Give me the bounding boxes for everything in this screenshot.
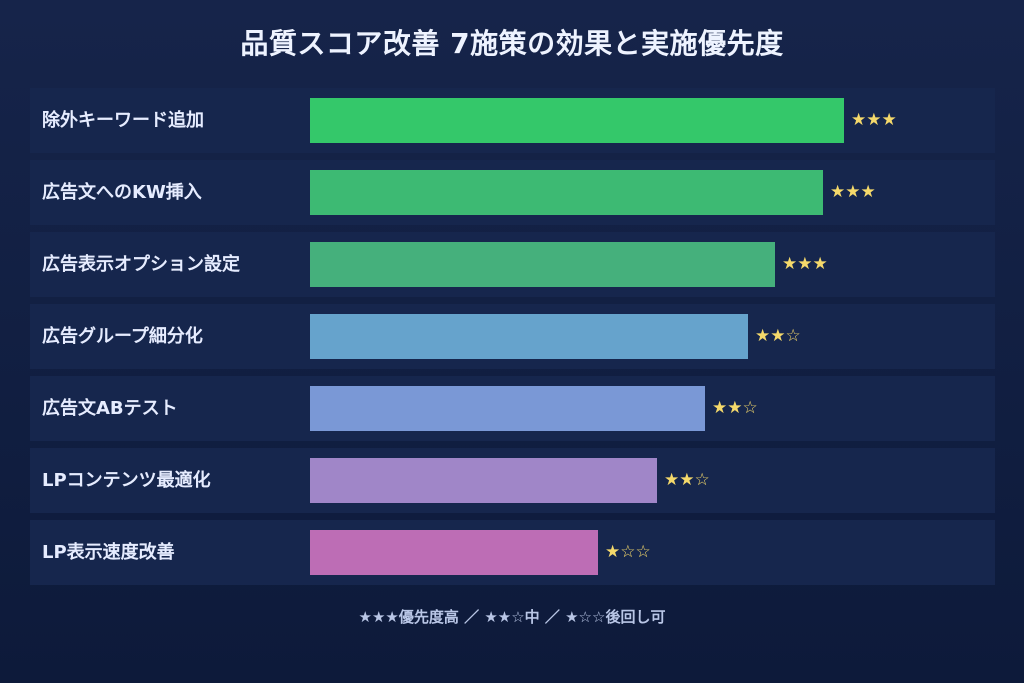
priority-stars: ★★★ <box>851 110 897 130</box>
priority-stars: ★★★ <box>830 182 876 202</box>
category-label: 広告グループ細分化 <box>42 326 203 347</box>
category-label: 広告文ABテスト <box>42 398 178 419</box>
priority-stars: ★★☆ <box>664 470 710 490</box>
bar <box>310 458 657 503</box>
chart-row: 除外キーワード追加 ★★★ <box>30 88 995 153</box>
bar <box>310 170 823 215</box>
bar <box>310 530 598 575</box>
bar <box>310 98 844 143</box>
chart-row: 広告表示オプション設定 ★★★ <box>30 232 995 297</box>
category-label: LPコンテンツ最適化 <box>42 470 211 491</box>
bar <box>310 242 775 287</box>
priority-stars: ★★☆ <box>712 398 758 418</box>
category-label: 広告表示オプション設定 <box>42 254 240 275</box>
category-label: LP表示速度改善 <box>42 542 175 563</box>
chart-row: LPコンテンツ最適化 ★★☆ <box>30 448 995 513</box>
priority-stars: ★★★ <box>782 254 828 274</box>
priority-stars: ★★☆ <box>755 326 801 346</box>
chart-row: 広告グループ細分化 ★★☆ <box>30 304 995 369</box>
bar <box>310 386 705 431</box>
chart-title: 品質スコア改善 7施策の効果と実施優先度 <box>240 27 784 60</box>
chart-row: 広告文ABテスト ★★☆ <box>30 376 995 441</box>
priority-legend: ★★★優先度高 ／ ★★☆中 ／ ★☆☆後回し可 <box>358 608 666 626</box>
bar-chart: 除外キーワード追加 ★★★ 広告文へのKW挿入 ★★★ 広告表示オプション設定 ★★★ 広告… <box>30 88 995 588</box>
category-label: 広告文へのKW挿入 <box>42 182 202 203</box>
chart-row: 広告文へのKW挿入 ★★★ <box>30 160 995 225</box>
priority-stars: ★☆☆ <box>605 542 651 562</box>
category-label: 除外キーワード追加 <box>42 110 204 131</box>
bar <box>310 314 748 359</box>
chart-row: LP表示速度改善 ★☆☆ <box>30 520 995 585</box>
